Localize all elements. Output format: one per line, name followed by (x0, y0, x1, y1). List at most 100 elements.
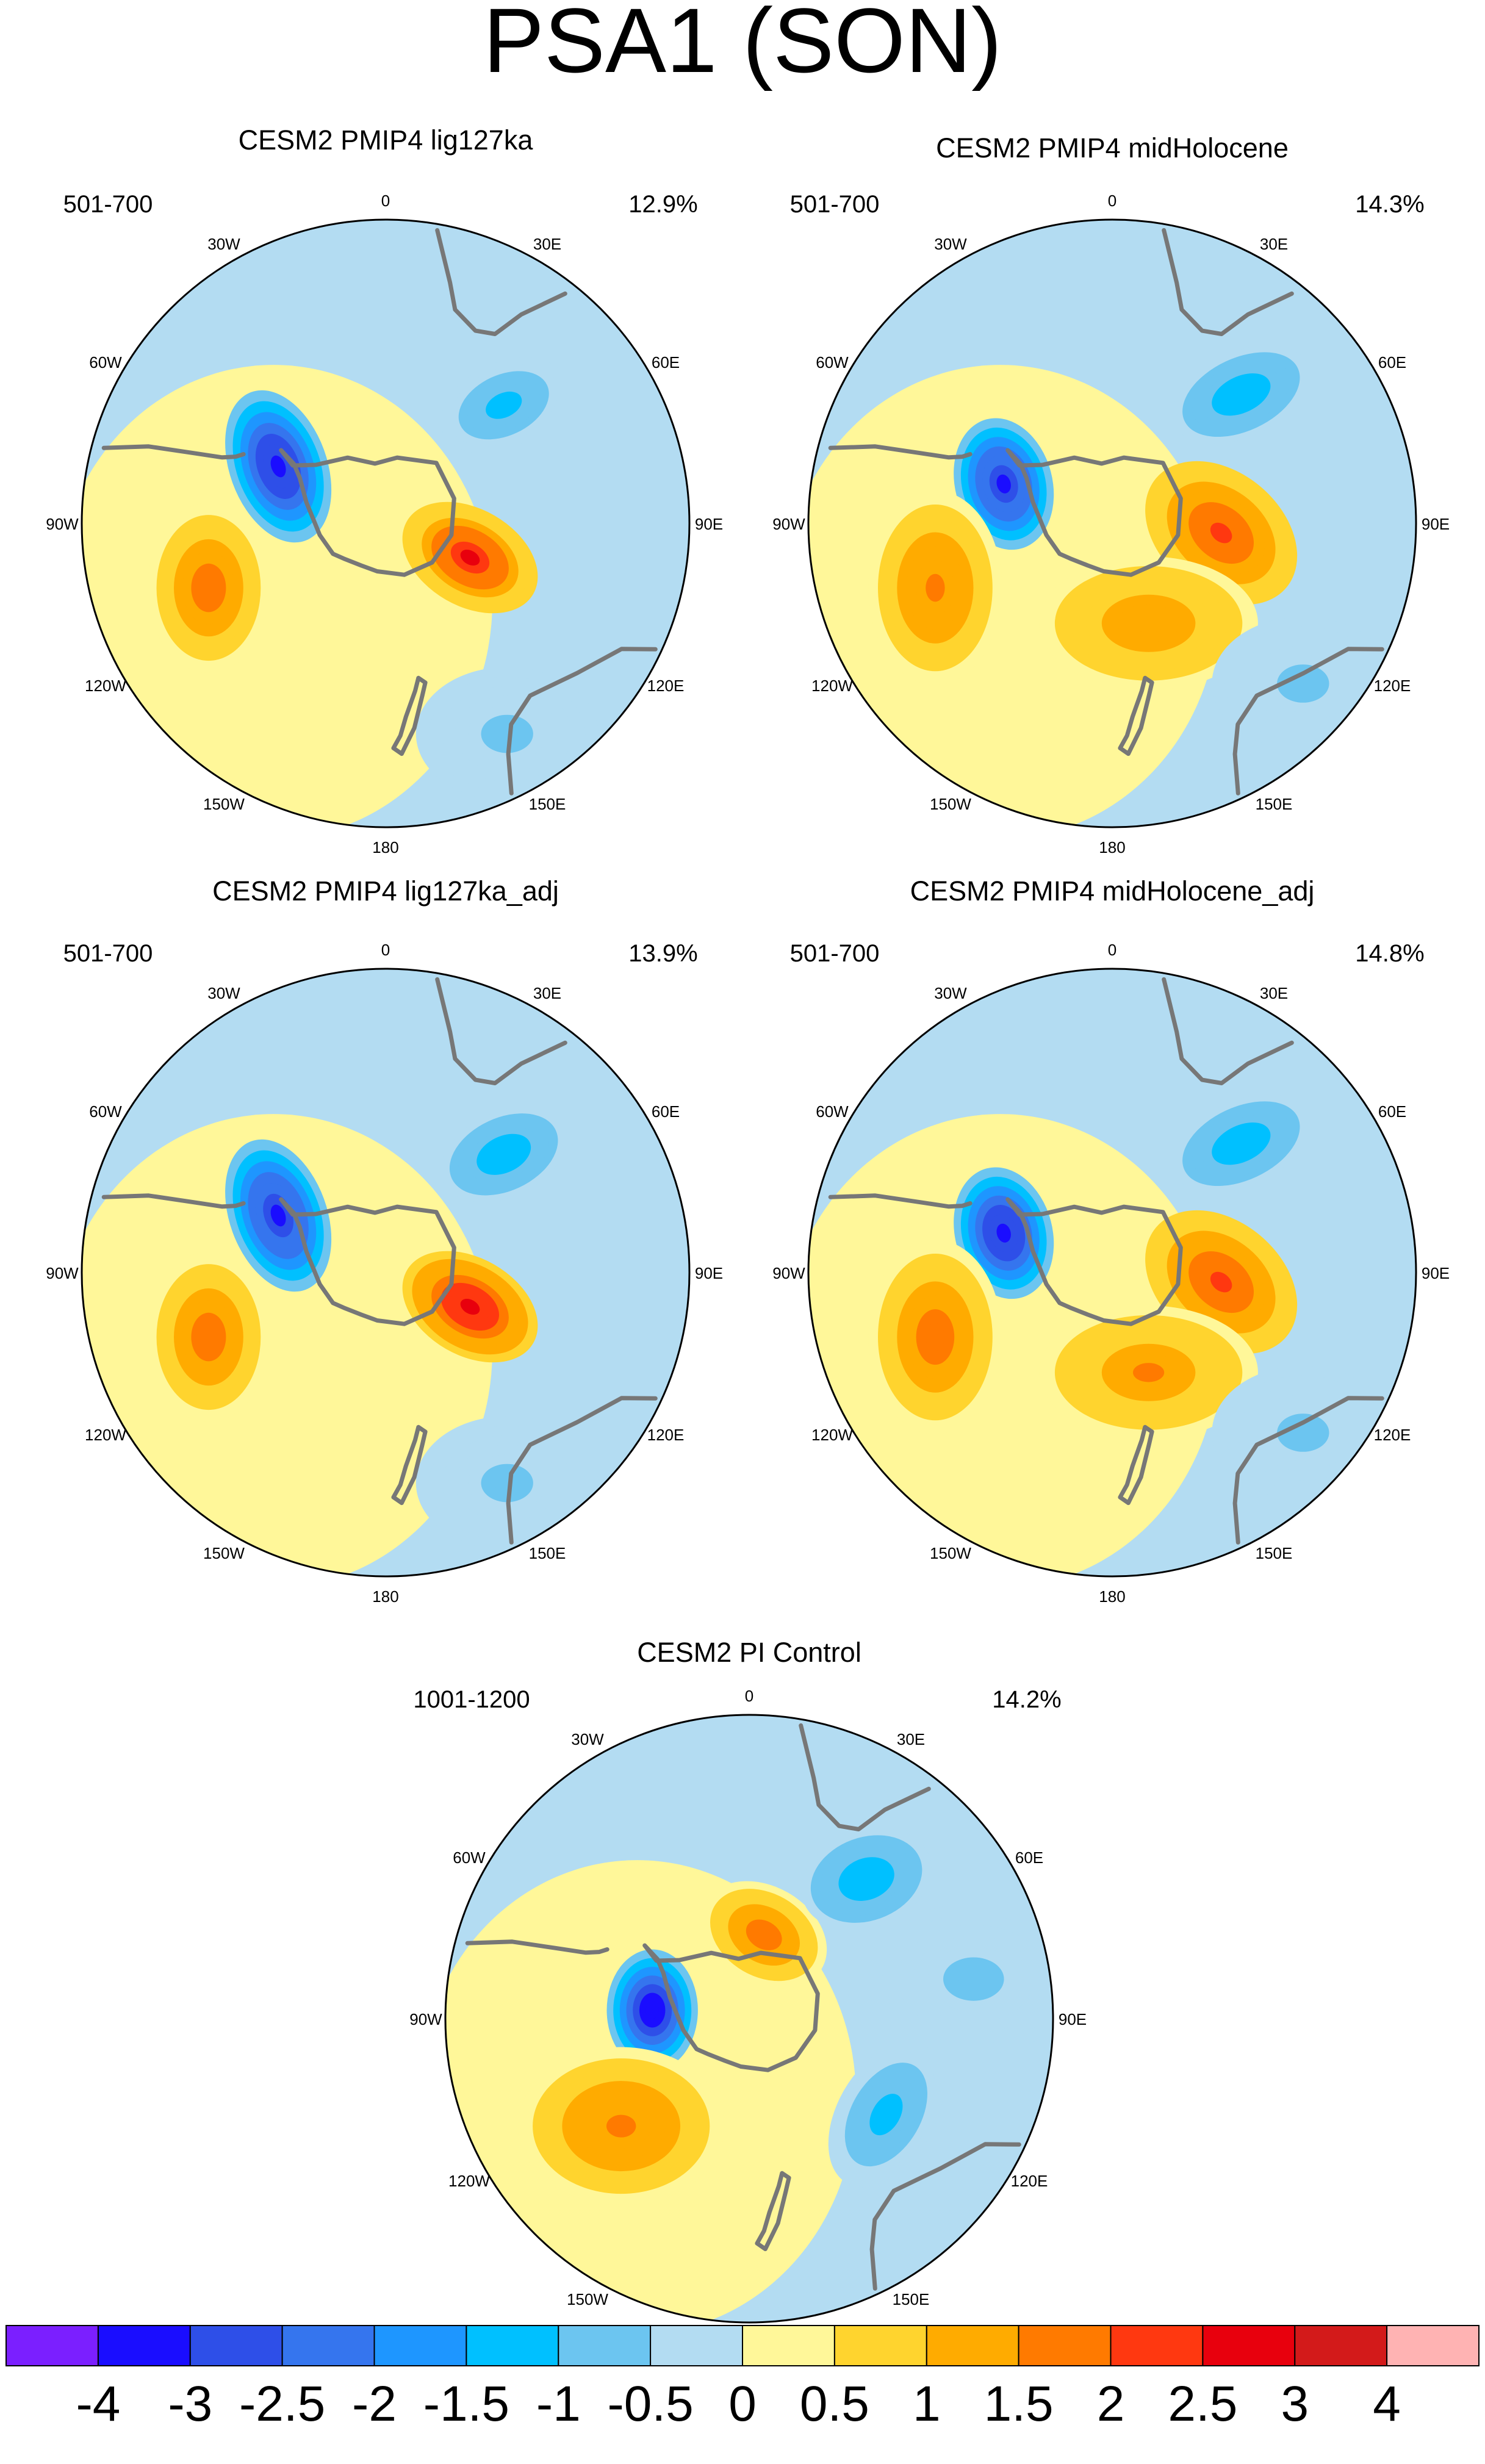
longitude-label: 120W (811, 1426, 853, 1444)
panel-title: CESM2 PMIP4 lig127ka_adj (212, 875, 559, 907)
contour-level (996, 474, 1011, 494)
longitude-label: 150W (930, 1544, 971, 1562)
positive-anomaly (402, 1251, 538, 1363)
colorbar-swatch (5, 2325, 99, 2366)
panel-variance: 14.8% (1355, 940, 1424, 967)
contour-level (958, 1968, 989, 1990)
positive-anomaly (701, 1881, 827, 1989)
colorbar-swatch (1294, 2325, 1388, 2366)
colorbar-swatch (833, 2325, 927, 2366)
colorbar-swatch (558, 2325, 652, 2366)
longitude-label: 150W (567, 2290, 608, 2308)
longitude-label: 30E (897, 1730, 925, 1748)
longitude-label: 30E (1260, 984, 1288, 1002)
panel-title: CESM2 PMIP4 lig127ka (239, 124, 534, 156)
south-america-coastline (101, 444, 246, 460)
longitude-label: 120E (647, 1426, 685, 1444)
antarctica-coastline (279, 448, 456, 577)
new-zealand-coastline (391, 675, 428, 756)
coastlines (828, 228, 1384, 796)
longitude-label: 90E (1422, 1264, 1450, 1282)
negative-anomaly (954, 1167, 1054, 1299)
new-zealand-coastline (1118, 675, 1154, 756)
australia-coastline (506, 1396, 658, 1545)
panels: CESM2 PMIP4 lig127ka 501-700 12.9% 0 30E 60E 9… (46, 124, 1450, 2352)
contour-level (1231, 387, 1251, 402)
longitude-label: 60W (816, 353, 849, 372)
negative-anomaly (867, 1903, 1053, 2055)
longitude-label: 180 (372, 838, 398, 857)
contour-level (877, 2104, 894, 2125)
longitude-label: 120E (1011, 2172, 1048, 2190)
negative-anomaly (440, 1106, 567, 1202)
antarctica-coastline (279, 1197, 456, 1326)
longitude-label: 0 (745, 1687, 753, 1705)
panel-years: 501-700 (63, 940, 153, 967)
antarctica-coastline (1005, 448, 1183, 577)
contour-level (1133, 1363, 1165, 1382)
negative-anomaly (1173, 345, 1310, 444)
panel-title: CESM2 PMIP4 midHolocene_adj (910, 875, 1315, 907)
longitude-label: 90E (695, 515, 723, 533)
panel-title: CESM2 PMIP4 midHolocene (936, 132, 1289, 163)
colorbar-label: -1 (536, 2376, 581, 2432)
map-panel: CESM2 PI Control 1001-1200 14.2% 0 30E 60E 90E… (409, 1637, 1087, 2352)
colorbar-label: -3 (168, 2376, 212, 2432)
longitude-label: 150W (203, 795, 245, 813)
australia-coastline (506, 647, 658, 796)
panel-years: 1001-1200 (413, 1686, 530, 1713)
positive-anomaly (1039, 1306, 1258, 1440)
longitude-label: 120E (1374, 677, 1411, 695)
africa-coastline (1162, 228, 1294, 336)
longitude-label: 90W (409, 2010, 442, 2028)
negative-anomaly (1173, 1094, 1310, 1193)
longitude-label: 30W (207, 235, 240, 253)
positive-anomaly (1039, 556, 1258, 691)
panel-years: 501-700 (790, 940, 880, 967)
longitude-label: 120W (448, 2172, 490, 2190)
africa-coastline (435, 977, 567, 1085)
panel-title: CESM2 PI Control (637, 1637, 861, 1668)
coastlines (101, 977, 658, 1545)
contour-level (926, 1323, 945, 1351)
negative-anomaly (415, 1416, 599, 1550)
negative-anomaly (801, 1828, 932, 1930)
figure-title: PSA1 (SON) (483, 0, 1002, 92)
colorbar-swatch (1018, 2325, 1112, 2366)
africa-coastline (1162, 977, 1294, 1085)
longitude-label: 150W (203, 1544, 245, 1562)
map-panel: CESM2 PMIP4 midHolocene_adj 501-700 14.8% 0… (772, 875, 1450, 1606)
contour-level (200, 1324, 218, 1349)
colorbar-label: 3 (1281, 2376, 1309, 2432)
colorbar-label: -1.5 (423, 2376, 509, 2432)
panel-years: 501-700 (790, 191, 880, 218)
contour-level (460, 1298, 480, 1315)
longitude-label: 30E (1260, 235, 1288, 253)
colorbar-swatch (1386, 2325, 1480, 2366)
colorbar-swatch (466, 2325, 559, 2366)
colorbar-swatch (650, 2325, 743, 2366)
longitude-label: 90W (46, 515, 79, 533)
longitude-label: 90E (695, 1264, 723, 1282)
colorbar-swatch (742, 2325, 835, 2366)
longitude-label: 60W (453, 1848, 486, 1867)
negative-anomaly (606, 1949, 698, 2071)
contour-level (645, 2001, 659, 2019)
negative-anomaly (440, 357, 567, 453)
longitude-label: 30W (934, 235, 967, 253)
colorbar-swatch (373, 2325, 467, 2366)
longitude-label: 120W (85, 677, 126, 695)
south-america-coastline (828, 1193, 973, 1209)
longitude-label: 90W (772, 1264, 805, 1282)
longitude-label: 60E (1378, 1102, 1406, 1121)
longitude-label: 150E (893, 2290, 930, 2308)
map-panel: CESM2 PMIP4 midHolocene 501-700 14.3% 0 30E 6… (772, 132, 1450, 857)
coastlines (465, 1723, 1021, 2291)
contour-level (494, 1148, 513, 1162)
contour-level (270, 1204, 286, 1227)
longitude-label: 150E (1256, 1544, 1293, 1562)
negative-anomaly (415, 667, 599, 801)
longitude-label: 0 (381, 941, 390, 959)
colorbar-label: -0.5 (607, 2376, 693, 2432)
negative-anomaly (828, 2042, 944, 2188)
